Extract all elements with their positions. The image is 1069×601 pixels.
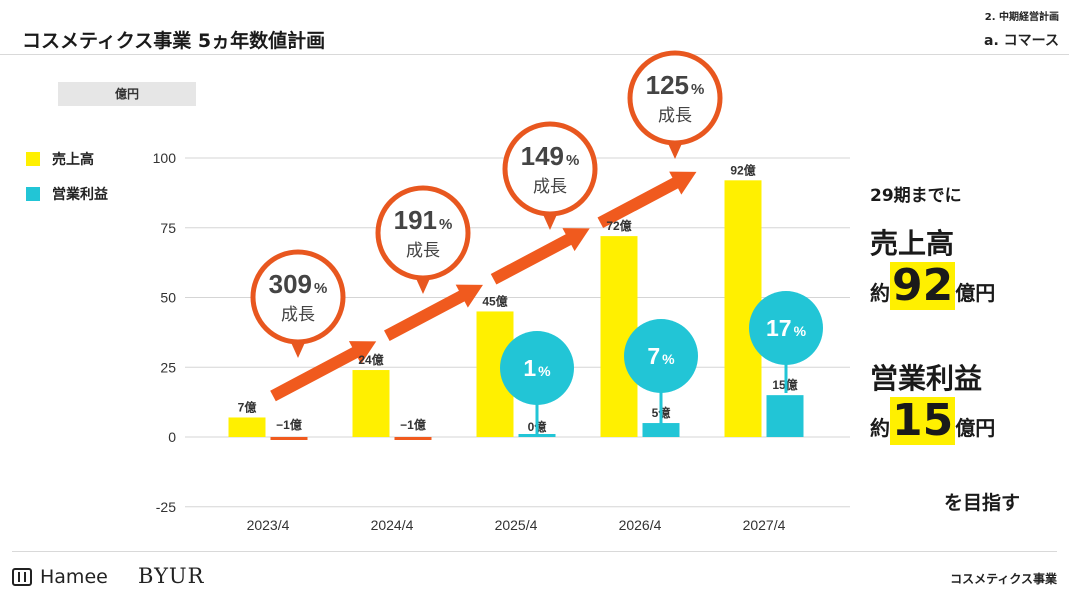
sales-bar xyxy=(352,370,390,437)
x-tick-label: 2024/4 xyxy=(371,517,414,533)
hamee-logo-icon xyxy=(12,568,32,586)
growth-callout-pct: 309% xyxy=(269,269,328,299)
profit-data-label: −1億 xyxy=(276,417,302,432)
side-sales-prefix: 約 xyxy=(870,281,890,305)
legend-label-sales: 売上高 xyxy=(52,152,94,168)
growth-callout-text: 成長 xyxy=(281,305,315,324)
side-intro: 29期までに xyxy=(870,186,962,206)
side-sales-value: 92 xyxy=(890,260,956,311)
sales-data-label: 7億 xyxy=(238,399,257,414)
y-tick-label: 25 xyxy=(160,359,176,375)
margin-callout xyxy=(500,331,574,405)
growth-callout xyxy=(250,249,346,345)
side-profit-label: 営業利益 xyxy=(870,362,983,395)
growth-callout-text: 成長 xyxy=(533,177,567,196)
side-sales-label: 売上高 xyxy=(870,227,955,260)
legend-label-profit: 営業利益 xyxy=(52,187,108,203)
x-tick-label: 2026/4 xyxy=(619,517,662,533)
growth-callout-pct: 149% xyxy=(521,141,580,171)
section-number: 2. 中期経営計画 xyxy=(984,12,1059,23)
y-tick-label: 75 xyxy=(160,220,176,236)
margin-callout-pct: 17% xyxy=(766,315,807,341)
profit-data-label: −1億 xyxy=(400,417,426,432)
profit-bar xyxy=(394,437,432,440)
x-tick-label: 2027/4 xyxy=(743,517,786,533)
sales-data-label: 92億 xyxy=(730,162,755,177)
sales-bar xyxy=(228,417,266,437)
profit-bar xyxy=(642,423,680,437)
growth-callout-pct: 191% xyxy=(394,205,453,235)
page-title: コスメティクス事業 5ヵ年数値計画 xyxy=(22,30,326,52)
x-tick-label: 2025/4 xyxy=(495,517,538,533)
profit-bar xyxy=(270,437,308,440)
side-profit-value: 15 xyxy=(890,395,956,446)
x-tick-label: 2023/4 xyxy=(247,517,290,533)
growth-arrow xyxy=(490,228,590,285)
sales-data-label: 45億 xyxy=(482,293,507,308)
byur-logo: BYUR xyxy=(138,564,205,588)
sales-data-label: 24億 xyxy=(358,352,383,367)
side-profit-prefix: 約 xyxy=(870,416,890,440)
y-tick-label: 0 xyxy=(168,429,176,445)
side-profit-suffix: 億円 xyxy=(955,416,996,440)
growth-callout-text: 成長 xyxy=(406,241,440,260)
y-tick-label: 50 xyxy=(160,290,176,306)
hamee-logo: Hamee xyxy=(12,566,108,588)
side-goal: を目指す xyxy=(944,492,1021,514)
growth-callout-text: 成長 xyxy=(658,106,692,125)
margin-callout-pct: 7% xyxy=(647,343,675,369)
unit-label: 億円 xyxy=(58,82,196,106)
growth-arrow xyxy=(597,171,697,229)
growth-callout xyxy=(375,185,471,281)
y-tick-label: -25 xyxy=(156,499,176,515)
header-divider xyxy=(0,54,1069,55)
footer-divider xyxy=(12,551,1057,552)
growth-arrow xyxy=(384,284,483,342)
margin-callout-pct: 1% xyxy=(523,355,551,381)
hamee-logo-text: Hamee xyxy=(40,566,108,588)
side-sales-line: 約92 億円 xyxy=(870,262,995,310)
growth-callout xyxy=(627,50,723,146)
legend-item-profit: 営業利益 xyxy=(26,185,108,203)
growth-callout xyxy=(502,121,598,217)
margin-callout xyxy=(624,319,698,393)
side-profit-line: 約15 億円 xyxy=(870,397,995,445)
sales-data-label: 72億 xyxy=(606,218,631,233)
section-name: a. コマース xyxy=(984,33,1059,49)
side-sales-suffix: 億円 xyxy=(955,281,996,305)
margin-callout xyxy=(749,291,823,365)
y-tick-label: 100 xyxy=(153,150,177,166)
profit-bar xyxy=(766,395,804,437)
legend-item-sales: 売上高 xyxy=(26,150,94,168)
footer-label: コスメティクス事業 xyxy=(950,572,1057,586)
growth-callout-pct: 125% xyxy=(646,70,705,100)
growth-arrow xyxy=(270,341,377,402)
legend-swatch-profit xyxy=(26,187,40,201)
legend-swatch-sales xyxy=(26,152,40,166)
